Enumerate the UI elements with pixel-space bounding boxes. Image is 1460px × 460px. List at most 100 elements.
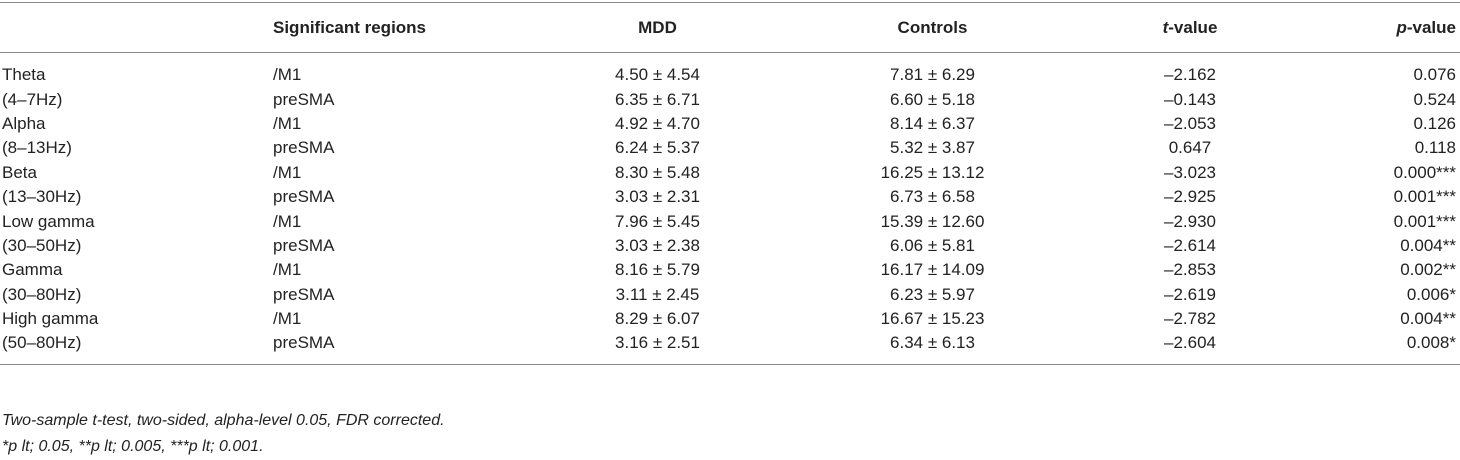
table-cell: 0.076 bbox=[1413, 65, 1456, 85]
table-cell: 6.60 ± 5.18 bbox=[890, 89, 975, 109]
header-italic: t bbox=[1162, 17, 1169, 37]
table-row: (30–80Hz) preSMA 3.11 ± 2.45 6.23 ± 5.97 –2.… bbox=[0, 283, 1460, 307]
table-cell: 0.006* bbox=[1406, 284, 1456, 304]
table-cell: /M1 bbox=[273, 162, 302, 182]
table-cell: 3.03 ± 2.31 bbox=[615, 187, 700, 207]
table-cell: preSMA bbox=[273, 89, 335, 109]
table-cell: 16.17 ± 14.09 bbox=[880, 260, 985, 280]
header-text: -value bbox=[1406, 17, 1456, 37]
table-cell: (8–13Hz) bbox=[2, 138, 72, 158]
table-row: (50–80Hz) preSMA 3.16 ± 2.51 6.34 ± 6.13 –2.… bbox=[0, 331, 1460, 364]
table-cell: (30–80Hz) bbox=[2, 284, 82, 304]
table-row: (13–30Hz) preSMA 3.03 ± 2.31 6.73 ± 6.58 –2.… bbox=[0, 185, 1460, 209]
table-cell: /M1 bbox=[273, 211, 302, 231]
table-cell: 0.004** bbox=[1400, 309, 1456, 329]
table-cell: preSMA bbox=[273, 284, 335, 304]
table-cell: preSMA bbox=[273, 333, 335, 353]
table-cell: 3.03 ± 2.38 bbox=[615, 235, 700, 255]
table-cell: Low gamma bbox=[2, 211, 95, 231]
table-row: Beta/M1 8.30 ± 5.48 16.25 ± 13.12 –3.023 0.0… bbox=[0, 161, 1460, 185]
table-row: Alpha/M1 4.92 ± 4.70 8.14 ± 6.37 –2.053 0.12… bbox=[0, 112, 1460, 136]
table-cell: –2.614 bbox=[1164, 235, 1216, 255]
table-cell: preSMA bbox=[273, 235, 335, 255]
table-cell: –2.925 bbox=[1164, 187, 1216, 207]
table-cell: 8.16 ± 5.79 bbox=[615, 260, 700, 280]
table-cell: 4.50 ± 4.54 bbox=[615, 65, 700, 85]
header-cell bbox=[0, 3, 273, 53]
table-row: (8–13Hz) preSMA 6.24 ± 5.37 5.32 ± 3.87 0.64… bbox=[0, 136, 1460, 160]
table-cell: /M1 bbox=[273, 65, 302, 85]
table-cell: 16.67 ± 15.23 bbox=[880, 309, 985, 329]
table-row: Theta/M1 4.50 ± 4.54 7.81 ± 6.29 –2.162 0.07… bbox=[0, 53, 1460, 88]
table-cell: 0.126 bbox=[1413, 113, 1456, 133]
table-cell: (13–30Hz) bbox=[2, 187, 82, 207]
header-cell: p-value bbox=[1290, 3, 1460, 53]
table-cell: 0.002** bbox=[1400, 260, 1456, 280]
table-row: Gamma/M1 8.16 ± 5.79 16.17 ± 14.09 –2.853 0.… bbox=[0, 258, 1460, 282]
table-row: (4–7Hz) preSMA 6.35 ± 6.71 6.60 ± 5.18 –0.14… bbox=[0, 87, 1460, 111]
table-cell: 16.25 ± 13.12 bbox=[880, 162, 985, 182]
table-cell: 7.81 ± 6.29 bbox=[890, 65, 975, 85]
header-cell: MDD bbox=[638, 17, 677, 37]
table-cell: 7.96 ± 5.45 bbox=[615, 211, 700, 231]
table-cell: –0.143 bbox=[1164, 89, 1216, 109]
table-cell: 3.11 ± 2.45 bbox=[615, 284, 700, 304]
footnotes: Two-sample t-test, two-sided, alpha-leve… bbox=[2, 408, 445, 460]
table-cell: 0.647 bbox=[1168, 138, 1212, 158]
table-cell: 15.39 ± 12.60 bbox=[880, 211, 985, 231]
table-cell: 0.118 bbox=[1414, 138, 1456, 158]
table-cell: 8.30 ± 5.48 bbox=[615, 162, 700, 182]
table-cell: 0.008* bbox=[1406, 333, 1456, 353]
header-cell: Significant regions bbox=[273, 17, 427, 37]
footnote: *p lt; 0.05, **p lt; 0.005, ***p lt; 0.0… bbox=[2, 438, 264, 455]
table-cell: /M1 bbox=[273, 113, 302, 133]
table-cell: 0.001*** bbox=[1393, 211, 1456, 231]
table-cell: 0.000*** bbox=[1393, 162, 1456, 182]
table-cell: Beta bbox=[2, 162, 37, 182]
table-cell: 6.23 ± 5.97 bbox=[890, 284, 975, 304]
table-cell: 4.92 ± 4.70 bbox=[615, 113, 700, 133]
table-cell: 5.32 ± 3.87 bbox=[890, 138, 975, 158]
table-cell: 0.004** bbox=[1400, 235, 1456, 255]
table-cell: –2.853 bbox=[1164, 260, 1216, 280]
table-cell: (30–50Hz) bbox=[2, 235, 82, 255]
table-cell: –2.782 bbox=[1164, 309, 1216, 329]
table-cell: 3.16 ± 2.51 bbox=[615, 333, 700, 353]
header-cell: Controls bbox=[897, 17, 968, 37]
header-italic: p bbox=[1396, 17, 1407, 37]
table-cell: –2.053 bbox=[1164, 113, 1216, 133]
table-cell: –2.619 bbox=[1164, 284, 1216, 304]
table-cell: –2.162 bbox=[1164, 65, 1216, 85]
table-cell: 6.24 ± 5.37 bbox=[615, 138, 700, 158]
data-table: Significant regions MDD Controls t-value p-v… bbox=[0, 2, 1460, 365]
table-cell: 8.29 ± 6.07 bbox=[615, 309, 700, 329]
table-cell: preSMA bbox=[273, 187, 335, 207]
table-cell: –3.023 bbox=[1164, 162, 1216, 182]
table-cell: 6.34 ± 6.13 bbox=[890, 333, 975, 353]
table-cell: Alpha bbox=[2, 113, 46, 133]
table-cell: (50–80Hz) bbox=[2, 333, 82, 353]
table-cell: /M1 bbox=[273, 260, 302, 280]
table-body: Theta/M1 4.50 ± 4.54 7.81 ± 6.29 –2.162 0.07… bbox=[0, 53, 1460, 365]
table-cell: (4–7Hz) bbox=[2, 89, 63, 109]
table-cell: 6.06 ± 5.81 bbox=[890, 235, 975, 255]
table-row: (30–50Hz) preSMA 3.03 ± 2.38 6.06 ± 5.81 –2.… bbox=[0, 234, 1460, 258]
table-cell: High gamma bbox=[2, 309, 99, 329]
table-cell: 0.001*** bbox=[1393, 187, 1456, 207]
table-cell: –2.604 bbox=[1164, 333, 1216, 353]
table-cell: 6.35 ± 6.71 bbox=[615, 89, 700, 109]
footnote: Two-sample t-test, two-sided, alpha-leve… bbox=[2, 412, 445, 429]
table-cell: 6.73 ± 6.58 bbox=[890, 187, 975, 207]
table-cell: Theta bbox=[2, 65, 46, 85]
table-cell: preSMA bbox=[273, 138, 335, 158]
table-cell: Gamma bbox=[2, 260, 63, 280]
header-text: -value bbox=[1168, 17, 1218, 37]
table-cell: –2.930 bbox=[1164, 211, 1216, 231]
table-cell: 0.524 bbox=[1413, 89, 1456, 109]
table-cell: 8.14 ± 6.37 bbox=[890, 113, 975, 133]
table-cell: /M1 bbox=[273, 309, 302, 329]
header-row: Significant regions MDD Controls t-value p-v… bbox=[0, 2, 1460, 53]
table-row: Low gamma/M1 7.96 ± 5.45 15.39 ± 12.60 –2.9… bbox=[0, 209, 1460, 233]
header-cell: t-value bbox=[1090, 3, 1290, 53]
